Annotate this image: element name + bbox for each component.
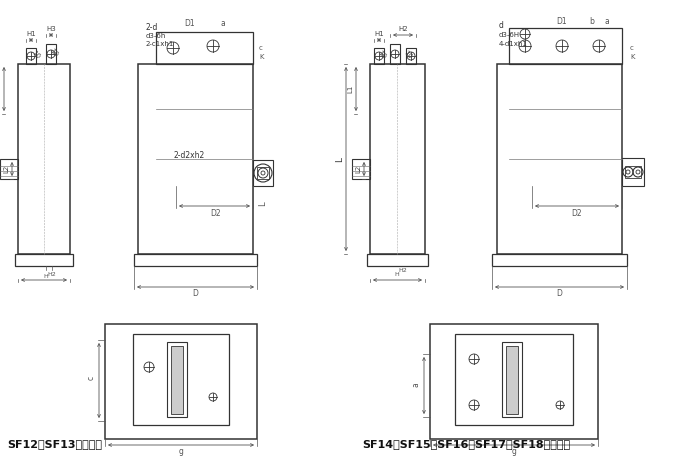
Bar [497, 64, 622, 254]
Bar [509, 28, 622, 64]
Text: c: c [259, 45, 263, 51]
Text: H: H [395, 272, 400, 276]
Text: a: a [412, 383, 421, 387]
Bar [502, 342, 522, 417]
Text: 2-c1xh1: 2-c1xh1 [146, 41, 174, 47]
Text: SF14、SF15、SF16、SF17、SF18型平面圖: SF14、SF15、SF16、SF17、SF18型平面圖 [362, 439, 570, 449]
Bar [352, 159, 370, 179]
Bar [492, 254, 627, 266]
Text: 4-d1xh1: 4-d1xh1 [499, 41, 528, 47]
Text: g: g [512, 447, 517, 455]
Bar [105, 324, 257, 439]
Text: D2: D2 [572, 208, 582, 218]
Bar [138, 64, 253, 254]
Text: L1: L1 [0, 85, 1, 93]
Bar [455, 334, 573, 425]
Text: d: d [499, 22, 504, 30]
Bar [156, 32, 253, 64]
Bar [257, 167, 269, 179]
Bar [625, 166, 641, 178]
Text: K: K [630, 54, 634, 60]
Bar [622, 158, 644, 186]
Bar [26, 48, 36, 64]
Text: L2: L2 [3, 165, 9, 173]
Bar [18, 64, 70, 254]
Text: D1: D1 [556, 17, 567, 27]
Bar [367, 254, 428, 266]
Text: d3-6h: d3-6h [146, 33, 167, 39]
Bar [134, 254, 257, 266]
Text: g: g [178, 447, 183, 455]
Text: L1: L1 [347, 85, 353, 93]
Bar [171, 346, 183, 414]
Text: 2-d2xh2: 2-d2xh2 [173, 151, 204, 161]
Text: d3-6H: d3-6H [499, 32, 520, 38]
Text: D: D [192, 290, 198, 298]
Bar [506, 346, 518, 414]
Text: 2-d: 2-d [146, 22, 158, 32]
Text: H1: H1 [374, 31, 384, 37]
Bar [167, 342, 187, 417]
Bar [406, 48, 416, 64]
Bar [15, 254, 73, 266]
Bar [46, 44, 56, 64]
Text: D1: D1 [185, 19, 195, 28]
Bar [390, 44, 400, 64]
Text: c: c [87, 376, 95, 380]
Text: H: H [43, 274, 48, 280]
Text: H1: H1 [26, 31, 36, 37]
Text: SF12、SF13型平面圖: SF12、SF13型平面圖 [7, 439, 102, 449]
Text: 10: 10 [49, 48, 60, 58]
Text: c: c [630, 45, 634, 51]
Text: a: a [605, 17, 610, 27]
Text: L: L [335, 157, 344, 162]
Text: 10: 10 [31, 50, 41, 60]
Text: H2: H2 [48, 272, 57, 276]
Bar [370, 64, 425, 254]
Text: b: b [589, 17, 594, 27]
Text: L2: L2 [355, 165, 361, 173]
Bar [133, 334, 229, 425]
Bar [374, 48, 384, 64]
Text: H3: H3 [46, 26, 56, 32]
Bar [430, 324, 598, 439]
Bar [253, 160, 273, 186]
Text: 10: 10 [377, 50, 387, 60]
Text: L: L [258, 202, 267, 206]
Text: D2: D2 [211, 209, 221, 218]
Bar [0, 159, 18, 179]
Text: H2: H2 [398, 26, 408, 32]
Text: K: K [259, 54, 263, 60]
Text: D: D [556, 290, 562, 298]
Text: H2: H2 [398, 268, 407, 273]
Text: 10: 10 [402, 50, 413, 60]
Text: a: a [220, 19, 225, 28]
